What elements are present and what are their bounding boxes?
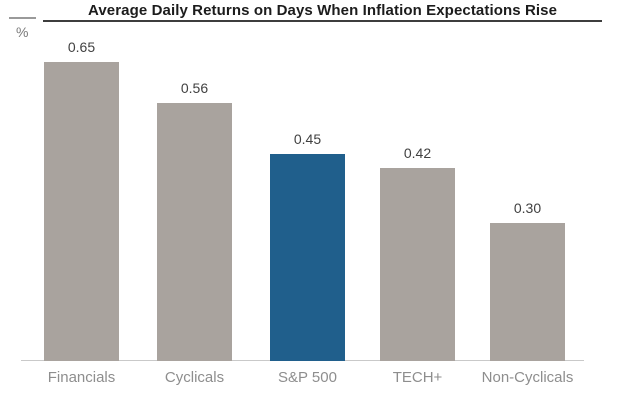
category-label-cyclicals: Cyclicals [164,369,225,386]
top-left-rule [9,17,36,19]
bar-tech [380,168,455,361]
value-label-tech: 0.42 [403,145,432,161]
bar-cyclicals [157,103,232,361]
bar-financials [44,62,119,361]
bar-non-cyclicals [490,223,565,361]
value-label-cyclicals: 0.56 [180,80,209,96]
title-underline [43,20,602,22]
y-axis-unit-label: % [16,24,29,40]
category-label-s-p-500: S&P 500 [278,369,337,386]
chart-title: Average Daily Returns on Days When Infla… [87,2,558,19]
value-label-s-p-500: 0.45 [293,131,322,147]
value-label-non-cyclicals: 0.30 [513,200,542,216]
category-label-financials: Financials [47,369,116,386]
category-label-non-cyclicals: Non-Cyclicals [481,369,574,386]
value-label-financials: 0.65 [67,39,96,55]
bar-s-p-500 [270,154,345,361]
category-label-tech: TECH+ [392,369,443,386]
